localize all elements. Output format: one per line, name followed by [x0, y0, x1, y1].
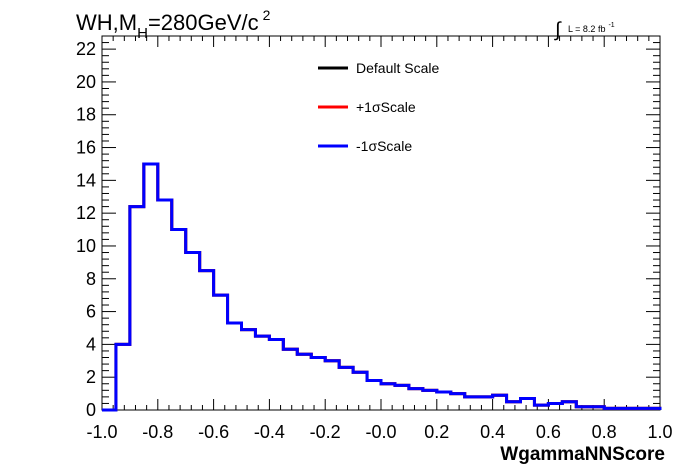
y-tick-label: 22 — [76, 39, 96, 59]
y-tick-label: 12 — [76, 203, 96, 223]
title-main: WH,M — [76, 10, 137, 35]
y-tick-label: 2 — [86, 367, 96, 387]
x-tick-label: -0.6 — [198, 422, 229, 442]
legend-label-minus: -1σScale — [356, 138, 412, 154]
x-tick-label: 0.2 — [424, 422, 449, 442]
x-tick-label: -0.0 — [365, 422, 396, 442]
x-axis-title: WgammaNNScore — [500, 444, 665, 465]
x-tick-label: 0.4 — [480, 422, 505, 442]
lumi-superscript: -1 — [608, 22, 614, 29]
legend-label-plus: +1σScale — [356, 99, 416, 115]
title-subscript: H — [137, 25, 148, 42]
title-superscript: 2 — [263, 7, 271, 23]
x-tick-label: -0.4 — [254, 422, 285, 442]
y-tick-label: 20 — [76, 72, 96, 92]
x-tick-label: 0.6 — [536, 422, 561, 442]
y-tick-label: 18 — [76, 105, 96, 125]
x-tick-label: -1.0 — [86, 422, 117, 442]
y-tick-label: 0 — [86, 400, 96, 420]
y-tick-label: 6 — [86, 302, 96, 322]
y-tick-label: 4 — [86, 334, 96, 354]
x-tick-label: 0.8 — [592, 422, 617, 442]
chart-title: WH,MH=280GeV/c 2 — [76, 7, 271, 42]
y-tick-label: 14 — [76, 170, 96, 190]
x-tick-label: -0.2 — [310, 422, 341, 442]
histogram-minus-sigma-scale — [102, 162, 662, 412]
axes: -1.0 -0.8 -0.6 -0.4 -0.2 -0.0 0.2 0.4 0.6 0.8 1.0 0… — [76, 35, 673, 442]
y-tick-label: 8 — [86, 269, 96, 289]
x-tick-label: 1.0 — [647, 422, 672, 442]
legend: Default Scale +1σScale -1σScale — [318, 60, 439, 154]
series-layer — [102, 162, 662, 412]
integral-sign: ∫ — [554, 19, 562, 41]
lumi-label: L = 8.2 fb -1 — [568, 22, 615, 34]
y-tick-label: 10 — [76, 236, 96, 256]
x-tick-label: -0.8 — [142, 422, 173, 442]
title-rest: =280GeV/c — [148, 10, 259, 35]
lumi-text: L = 8.2 fb — [568, 24, 605, 34]
legend-label-default: Default Scale — [356, 60, 439, 76]
y-tick-label: 16 — [76, 138, 96, 158]
